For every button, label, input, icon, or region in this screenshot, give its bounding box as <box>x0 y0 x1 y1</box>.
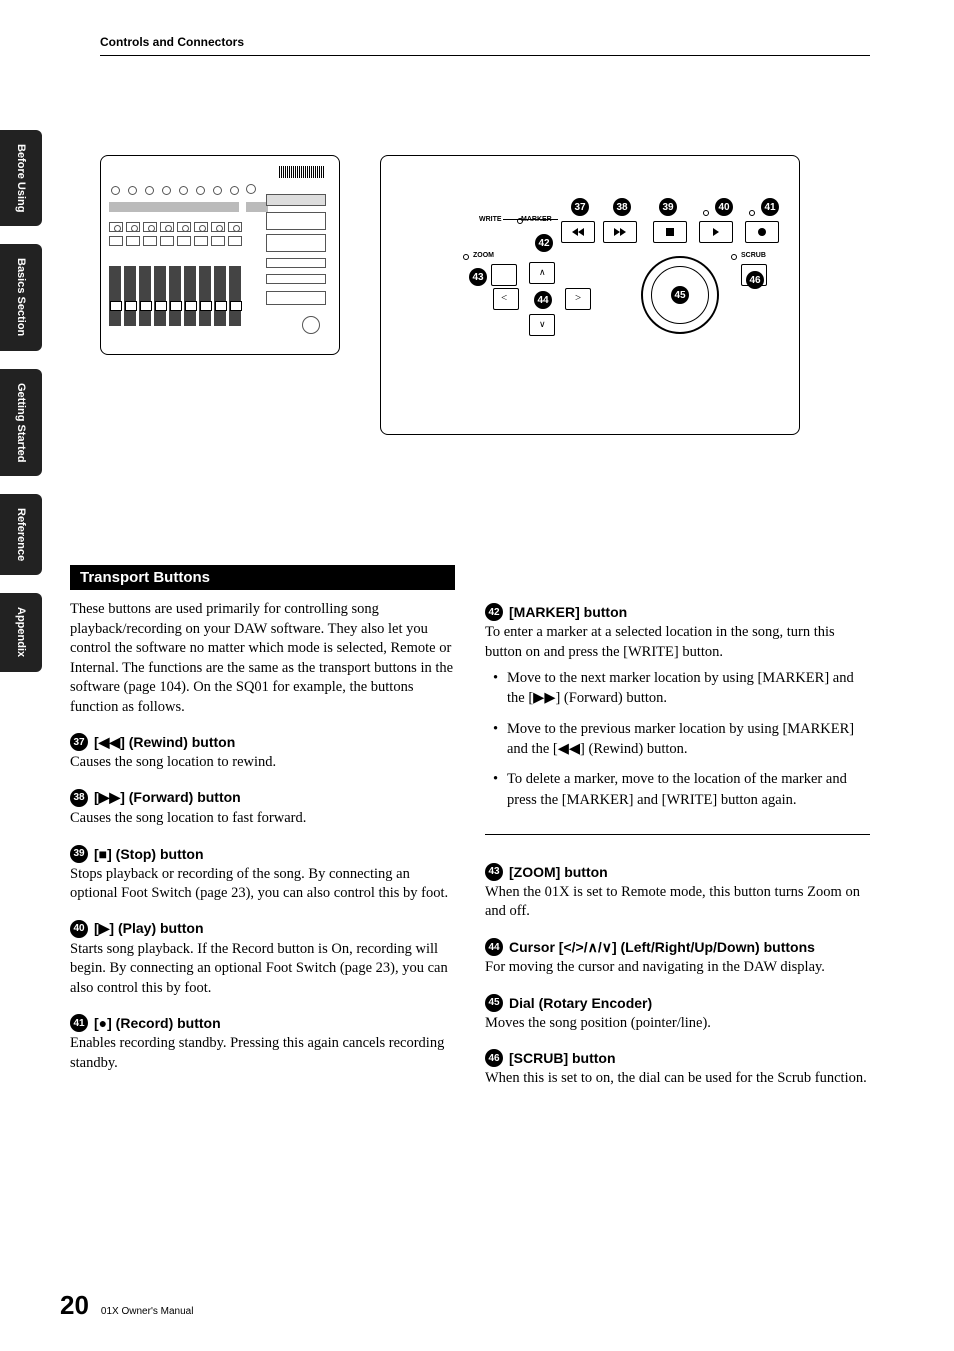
cursor-down-button: ∨ <box>529 314 555 336</box>
body-scrub: When this is set to on, the dial can be … <box>485 1069 870 1089</box>
callout-44: 44 <box>534 291 552 309</box>
transport-intro: These buttons are used primarily for con… <box>70 600 455 717</box>
headphone-icon <box>246 184 256 194</box>
tab-before-using[interactable]: Before Using <box>0 130 42 226</box>
callout-38: 38 <box>613 198 631 216</box>
marker-bullet-3: To delete a marker, move to the location… <box>493 769 870 810</box>
record-led-icon <box>749 210 755 216</box>
footer-text: 01X Owner's Manual <box>101 1306 194 1317</box>
num-37: 37 <box>70 733 88 751</box>
body-record: Enables recording standby. Pressing this… <box>70 1034 455 1073</box>
tab-appendix[interactable]: Appendix <box>0 593 42 671</box>
record-button-icon <box>745 221 779 243</box>
title-rewind: [◀◀] (Rewind) button <box>94 734 235 751</box>
marker-bullets: Move to the next marker location by usin… <box>485 668 870 810</box>
callout-43: 43 <box>469 268 487 286</box>
encoder-row <box>109 222 242 232</box>
body-stop: Stops playback or recording of the song.… <box>70 865 455 904</box>
num-42: 42 <box>485 603 503 621</box>
fader-row <box>109 266 241 326</box>
barcode-icon <box>279 166 324 178</box>
num-45: 45 <box>485 994 503 1012</box>
title-record: [●] (Record) button <box>94 1015 221 1031</box>
title-scrub: [SCRUB] button <box>509 1050 616 1066</box>
label-zoom: ZOOM <box>473 252 494 259</box>
num-39: 39 <box>70 845 88 863</box>
label-write: WRITE <box>479 216 502 223</box>
num-43: 43 <box>485 863 503 881</box>
button-row <box>109 236 242 246</box>
lcd-strip-r <box>246 202 268 212</box>
item-zoom: 43 [ZOOM] button When the 01X is set to … <box>485 863 870 922</box>
item-record: 41 [●] (Record) button Enables recording… <box>70 1014 455 1073</box>
num-46: 46 <box>485 1049 503 1067</box>
scrub-led-icon <box>731 254 737 260</box>
callout-41: 41 <box>761 198 779 216</box>
title-forward: [▶▶] (Forward) button <box>94 789 241 806</box>
callout-42: 42 <box>535 234 553 252</box>
body-zoom: When the 01X is set to Remote mode, this… <box>485 883 870 922</box>
play-button-icon <box>699 221 733 243</box>
body-cursor: For moving the cursor and navigating in … <box>485 958 870 978</box>
device-overview-diagram <box>100 155 340 355</box>
sidebar-tabs: Before Using Basics Section Getting Star… <box>0 130 42 672</box>
content-columns: Transport Buttons These buttons are used… <box>70 565 870 1105</box>
item-cursor: 44 Cursor [</>/∧/∨] (Left/Right/Up/Down)… <box>485 938 870 978</box>
forward-button-icon <box>603 221 637 243</box>
body-rewind: Causes the song location to rewind. <box>70 753 455 773</box>
transport-heading: Transport Buttons <box>70 565 455 590</box>
cursor-right-button: > <box>565 288 591 310</box>
body-dial: Moves the song position (pointer/line). <box>485 1014 870 1034</box>
title-dial: Dial (Rotary Encoder) <box>509 995 652 1011</box>
zoom-button <box>491 264 517 286</box>
play-led-icon <box>703 210 709 216</box>
rewind-button-icon <box>561 221 595 243</box>
item-marker: 42 [MARKER] button To enter a marker at … <box>485 603 870 810</box>
stop-button-icon <box>653 221 687 243</box>
num-44: 44 <box>485 938 503 956</box>
body-forward: Causes the song location to fast forward… <box>70 809 455 829</box>
title-zoom: [ZOOM] button <box>509 864 608 880</box>
header-rule <box>100 55 870 56</box>
item-play: 40 [▶] (Play) button Starts song playbac… <box>70 920 455 999</box>
lcd-strip <box>109 202 239 212</box>
zoom-led-icon <box>463 254 469 260</box>
item-stop: 39 [■] (Stop) button Stops playback or r… <box>70 845 455 904</box>
right-column: 42 [MARKER] button To enter a marker at … <box>485 565 870 1105</box>
footer: 20 01X Owner's Manual <box>60 1290 193 1321</box>
item-rewind: 37 [◀◀] (Rewind) button Causes the song … <box>70 733 455 773</box>
title-play: [▶] (Play) button <box>94 920 204 937</box>
body-marker: To enter a marker at a selected location… <box>485 623 870 662</box>
num-41: 41 <box>70 1014 88 1032</box>
callout-39: 39 <box>659 198 677 216</box>
cursor-left-button: < <box>493 288 519 310</box>
body-play: Starts song playback. If the Record butt… <box>70 940 455 999</box>
tab-getting-started[interactable]: Getting Started <box>0 369 42 476</box>
callout-40: 40 <box>715 198 733 216</box>
left-column: Transport Buttons These buttons are used… <box>70 565 455 1105</box>
marker-bullet-1: Move to the next marker location by usin… <box>493 668 870 709</box>
item-forward: 38 [▶▶] (Forward) button Causes the song… <box>70 789 455 829</box>
title-cursor: Cursor [</>/∧/∨] (Left/Right/Up/Down) bu… <box>509 939 815 956</box>
title-marker: [MARKER] button <box>509 604 627 620</box>
transport-detail-diagram: WRITE MARKER ZOOM SCRUB ∧ < > ∨ 37 38 39… <box>380 155 800 435</box>
tab-basics[interactable]: Basics Section <box>0 244 42 350</box>
num-38: 38 <box>70 789 88 807</box>
callout-37: 37 <box>571 198 589 216</box>
item-dial: 45 Dial (Rotary Encoder) Moves the song … <box>485 994 870 1034</box>
section-header: Controls and Connectors <box>100 35 244 49</box>
title-stop: [■] (Stop) button <box>94 846 204 862</box>
cursor-up-button: ∧ <box>529 262 555 284</box>
knob-row <box>111 186 239 195</box>
label-scrub: SCRUB <box>741 252 766 259</box>
callout-45: 45 <box>671 286 689 304</box>
item-scrub: 46 [SCRUB] button When this is set to on… <box>485 1049 870 1089</box>
page-number: 20 <box>60 1290 89 1321</box>
tab-reference[interactable]: Reference <box>0 494 42 575</box>
separator-rule <box>485 834 870 835</box>
marker-bullet-2: Move to the previous marker location by … <box>493 719 870 760</box>
num-40: 40 <box>70 920 88 938</box>
right-panel-block <box>266 186 334 346</box>
callout-46: 46 <box>746 271 764 289</box>
